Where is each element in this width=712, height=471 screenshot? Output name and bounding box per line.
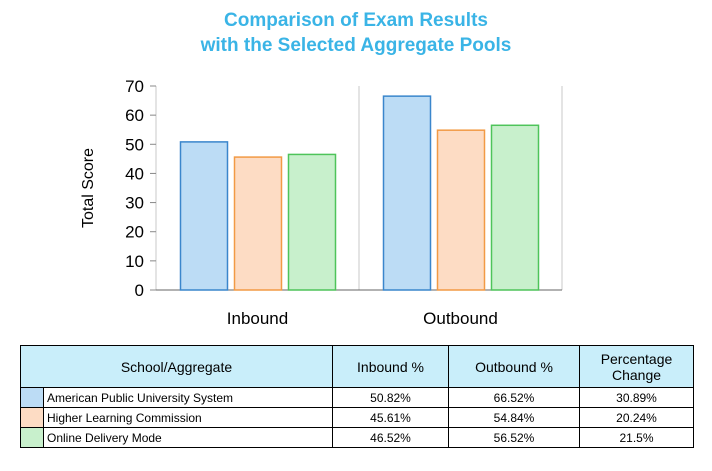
x-tick-label: Inbound — [227, 309, 288, 328]
bar — [436, 129, 486, 291]
row-change: 20.24% — [579, 407, 694, 428]
x-tick-label: Outbound — [423, 309, 498, 328]
row-name: Online Delivery Mode — [43, 427, 333, 448]
bar — [233, 156, 283, 291]
bar — [382, 95, 432, 291]
table-row: Online Delivery Mode 46.52% 56.52% 21.5% — [20, 427, 694, 448]
bar — [490, 124, 540, 291]
table-row: American Public University System 50.82%… — [20, 387, 694, 408]
chart-title-line-1: Comparison of Exam Results — [224, 10, 488, 31]
y-tick-label: 10 — [125, 252, 144, 271]
row-change: 30.89% — [579, 387, 694, 408]
legend-swatch — [21, 428, 43, 447]
chart-title: Comparison of Exam Results with the Sele… — [0, 8, 712, 58]
y-tick-label: 20 — [125, 223, 144, 242]
bar — [179, 141, 229, 291]
row-name: Higher Learning Commission — [43, 407, 333, 428]
header-change: Percentage Change — [579, 345, 694, 388]
y-tick-label: 50 — [125, 135, 144, 154]
data-table: School/Aggregate Inbound % Outbound % Pe… — [20, 345, 694, 448]
legend-swatch-cell — [20, 387, 44, 408]
y-tick-label: 0 — [135, 281, 144, 300]
bar — [287, 153, 337, 291]
row-outbound: 66.52% — [448, 387, 580, 408]
row-inbound: 50.82% — [332, 387, 449, 408]
legend-swatch-cell — [20, 427, 44, 448]
row-inbound: 46.52% — [332, 427, 449, 448]
header-school: School/Aggregate — [20, 345, 333, 388]
header-inbound: Inbound % — [332, 345, 449, 388]
header-outbound: Outbound % — [448, 345, 580, 388]
y-tick-label: 60 — [125, 106, 144, 125]
row-outbound: 54.84% — [448, 407, 580, 428]
bar-chart: 0 10 20 30 40 50 60 70 Total Score Inbound Outboun… — [80, 77, 563, 328]
table-row: Higher Learning Commission 45.61% 54.84%… — [20, 407, 694, 428]
y-axis-label: Total Score — [80, 148, 97, 228]
y-tick-label: 30 — [125, 194, 144, 213]
row-inbound: 45.61% — [332, 407, 449, 428]
y-tick-label: 40 — [125, 164, 144, 183]
chart-title-line-2: with the Selected Aggregate Pools — [200, 35, 512, 56]
legend-swatch-cell — [20, 407, 44, 428]
legend-swatch — [21, 388, 43, 407]
row-outbound: 56.52% — [448, 427, 580, 448]
table-header-row: School/Aggregate Inbound % Outbound % Pe… — [20, 345, 694, 388]
legend-swatch — [21, 408, 43, 427]
y-tick-label: 70 — [125, 77, 144, 96]
row-change: 21.5% — [579, 427, 694, 448]
row-name: American Public University System — [43, 387, 333, 408]
